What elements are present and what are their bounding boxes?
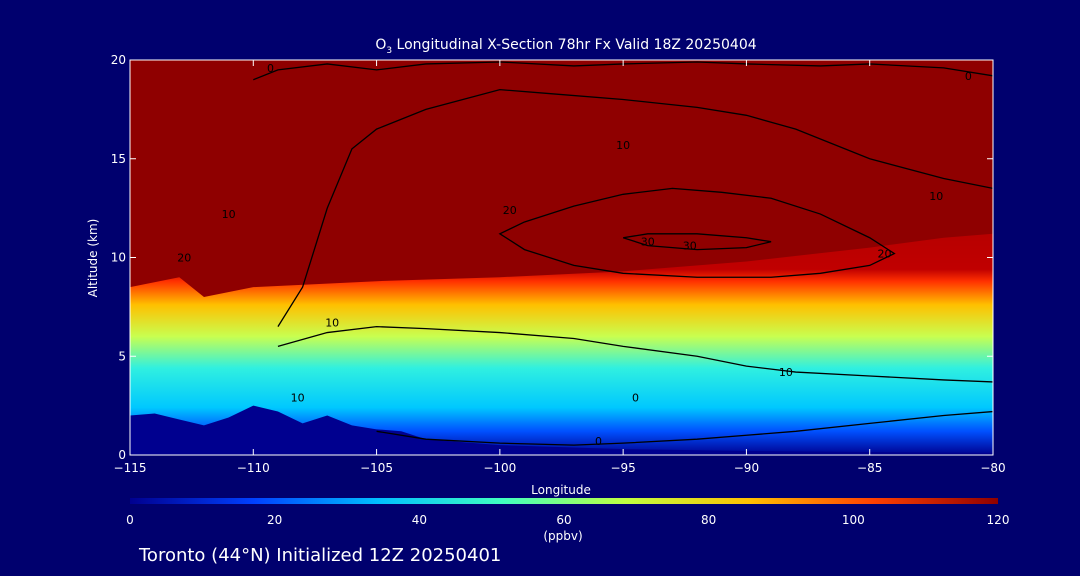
- contour-line-30: [622, 233, 772, 251]
- y-tick-label: 10: [111, 251, 126, 265]
- y-tick-label: 20: [111, 53, 126, 67]
- chart-title-sub: 3: [386, 46, 392, 56]
- x-tick-label: −85: [857, 461, 882, 475]
- contour-line-20: [498, 187, 896, 278]
- contour-label: 0: [267, 62, 274, 75]
- colorbar-label: (ppbv): [543, 529, 582, 543]
- chart-title: O3 Longitudinal X-Section 78hr Fx Valid …: [375, 37, 756, 56]
- x-tick-label: −110: [237, 461, 270, 475]
- plot-area: 0 0 10 10 20 20 30 30 10 20 10 10 0 10 0: [130, 60, 993, 455]
- contour-line-10: [277, 325, 993, 383]
- chart-title-post: Longitudinal X-Section 78hr Fx Valid 18Z…: [392, 37, 757, 53]
- x-axis-label: Longitude: [531, 483, 591, 497]
- contour-line-0: [253, 61, 993, 81]
- contour-label: 20: [177, 251, 191, 264]
- contour-label: 10: [779, 366, 793, 379]
- contour-label: 0: [965, 70, 972, 83]
- x-tick-label: −115: [114, 461, 147, 475]
- stratosphere-fill: [130, 60, 993, 297]
- contour-label: 30: [683, 240, 697, 253]
- colorbar-tick-label: 100: [842, 513, 865, 527]
- contour-line-0: [376, 410, 993, 446]
- colorbar-tick-label: 0: [126, 513, 134, 527]
- contour-label: 0: [632, 392, 639, 405]
- x-tick-label: −105: [360, 461, 393, 475]
- x-tick-label: −95: [610, 461, 635, 475]
- y-tick-label: 5: [118, 349, 126, 363]
- contour-label: 10: [616, 139, 630, 152]
- y-tick-label: 15: [111, 152, 126, 166]
- contour-labels-layer: 0 0 10 10 20 20 30 30 10 20 10 10 0 10 0: [177, 62, 972, 448]
- colorbar-ticks: 0 20 40 60 80 100 120: [126, 513, 1009, 527]
- chart-title-pre: O: [375, 37, 386, 53]
- contour-label: 10: [222, 208, 236, 221]
- contours-layer: [253, 61, 993, 446]
- x-tick-label: −80: [980, 461, 1005, 475]
- contour-label: 0: [595, 435, 602, 448]
- caption: Toronto (44°N) Initialized 12Z 20250401: [138, 545, 501, 566]
- contour-label: 10: [291, 392, 305, 405]
- colorbar-tick-label: 40: [412, 513, 427, 527]
- contour-label: 10: [929, 190, 943, 203]
- contour-label: 10: [325, 317, 339, 330]
- y-axis: 0 5 10 15 20: [111, 53, 993, 462]
- colorbar-tick-label: 120: [987, 513, 1010, 527]
- colorbar-tick-label: 60: [556, 513, 571, 527]
- x-axis: −115 −110 −105 −100 −95 −90 −85 −80: [114, 60, 1006, 475]
- colorbar-tick-label: 20: [267, 513, 282, 527]
- contour-label: 20: [878, 248, 892, 261]
- contour-label: 30: [641, 236, 655, 249]
- y-axis-label: Altitude (km): [86, 219, 100, 298]
- y-tick-label: 0: [118, 448, 126, 462]
- terrain-fill: [130, 405, 993, 455]
- contour-label: 20: [503, 204, 517, 217]
- x-tick-label: −90: [734, 461, 759, 475]
- contour-line-10: [277, 88, 993, 327]
- colorbar: [130, 498, 998, 504]
- colorbar-tick-label: 80: [701, 513, 716, 527]
- x-tick-label: −100: [483, 461, 516, 475]
